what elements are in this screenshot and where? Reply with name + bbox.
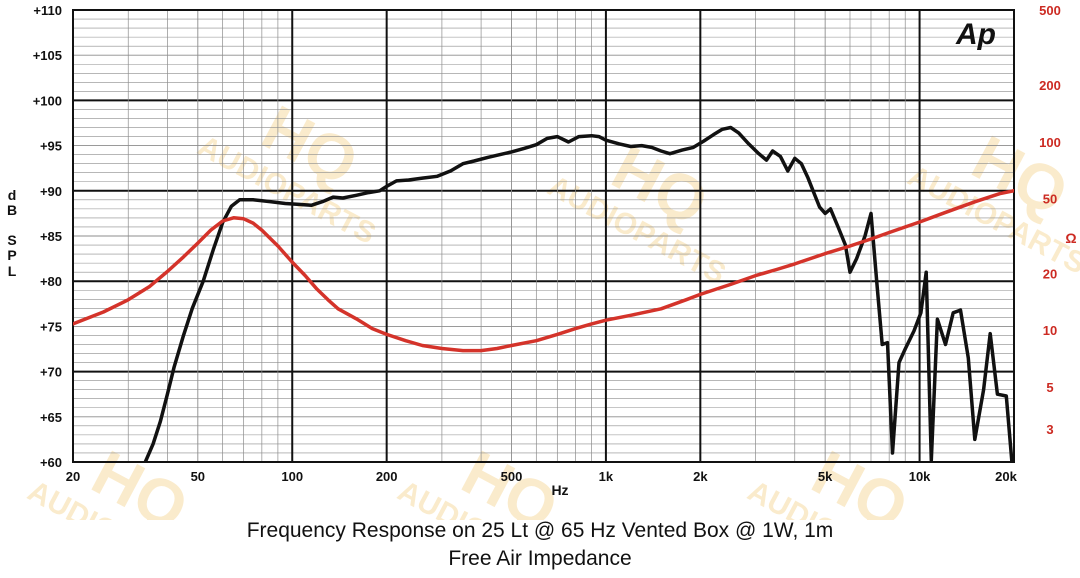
impedance-curve (73, 188, 1014, 353)
left-tick-label: +110 (33, 3, 62, 18)
left-tick-label: +100 (33, 93, 62, 108)
right-tick-label: 500 (1039, 3, 1061, 18)
left-axis-title-char: S (7, 232, 16, 248)
left-tick-label: +105 (33, 48, 62, 63)
x-tick-label: 200 (376, 469, 398, 484)
right-tick-label: 5 (1046, 380, 1053, 395)
right-tick-label: 3 (1046, 422, 1053, 437)
left-axis-title-char: L (8, 263, 17, 279)
x-tick-label: 10k (909, 469, 931, 484)
x-tick-label: 1k (599, 469, 614, 484)
chart-caption-line-2: Free Air Impedance (448, 547, 632, 570)
series-layer (73, 125, 1014, 462)
left-tick-label: +75 (40, 319, 62, 334)
chart-caption-line-1: Frequency Response on 25 Lt @ 65 Hz Vent… (246, 519, 834, 542)
left-tick-label: +85 (40, 229, 62, 244)
plot-frame (72, 9, 1015, 463)
frequency-response-chart: HQAUDIOPARTSHQAUDIOPARTSHQAUDIOPARTSHQAU… (6, 3, 1080, 520)
left-axis-title-char: d (8, 187, 17, 203)
x-tick-label: 500 (501, 469, 523, 484)
left-tick-label: +70 (40, 365, 62, 380)
left-axis-ticks: +110 +105 +100 +95 +90 +85 +80 +75 +70 +65 +60 (33, 3, 62, 470)
x-tick-label: 20k (995, 469, 1017, 484)
x-axis-title: Hz (551, 482, 568, 498)
x-tick-label: 2k (693, 469, 708, 484)
left-axis-title-char: P (7, 247, 16, 263)
right-tick-label: 100 (1039, 135, 1061, 150)
left-tick-label: +65 (40, 410, 62, 425)
right-axis-title: Ω (1065, 230, 1076, 246)
right-tick-label: 200 (1039, 78, 1061, 93)
left-tick-label: +80 (40, 274, 62, 289)
right-tick-label: 10 (1043, 323, 1057, 338)
x-tick-label: 50 (191, 469, 205, 484)
x-tick-label: 100 (281, 469, 303, 484)
right-axis-ticks: 500 200 100 50 20 10 5 3 (1039, 3, 1061, 437)
x-tick-label: 5k (818, 469, 833, 484)
x-tick-label: 20 (66, 469, 80, 484)
right-tick-label: 50 (1043, 191, 1057, 206)
x-axis-ticks: 20 50 100 200 500 1k 2k 5k 10k 20k (66, 469, 1018, 484)
right-tick-label: 20 (1043, 267, 1057, 282)
left-tick-label: +95 (40, 139, 62, 154)
spl-curve (143, 125, 1014, 462)
ap-logo: Ap (955, 18, 996, 51)
left-tick-label: +60 (40, 455, 62, 470)
left-axis-title-char: B (7, 202, 17, 218)
left-tick-label: +90 (40, 184, 62, 199)
